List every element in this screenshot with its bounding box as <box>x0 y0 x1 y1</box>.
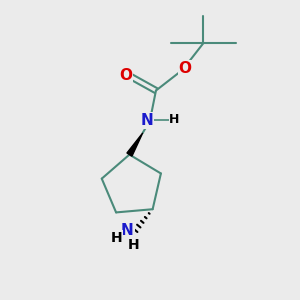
Polygon shape <box>127 133 143 156</box>
Text: N: N <box>141 113 153 128</box>
Text: O: O <box>120 68 133 83</box>
Text: H: H <box>128 238 139 252</box>
Text: H: H <box>111 231 122 245</box>
Text: H: H <box>169 113 180 126</box>
Text: N: N <box>121 224 134 238</box>
Text: O: O <box>178 61 192 76</box>
